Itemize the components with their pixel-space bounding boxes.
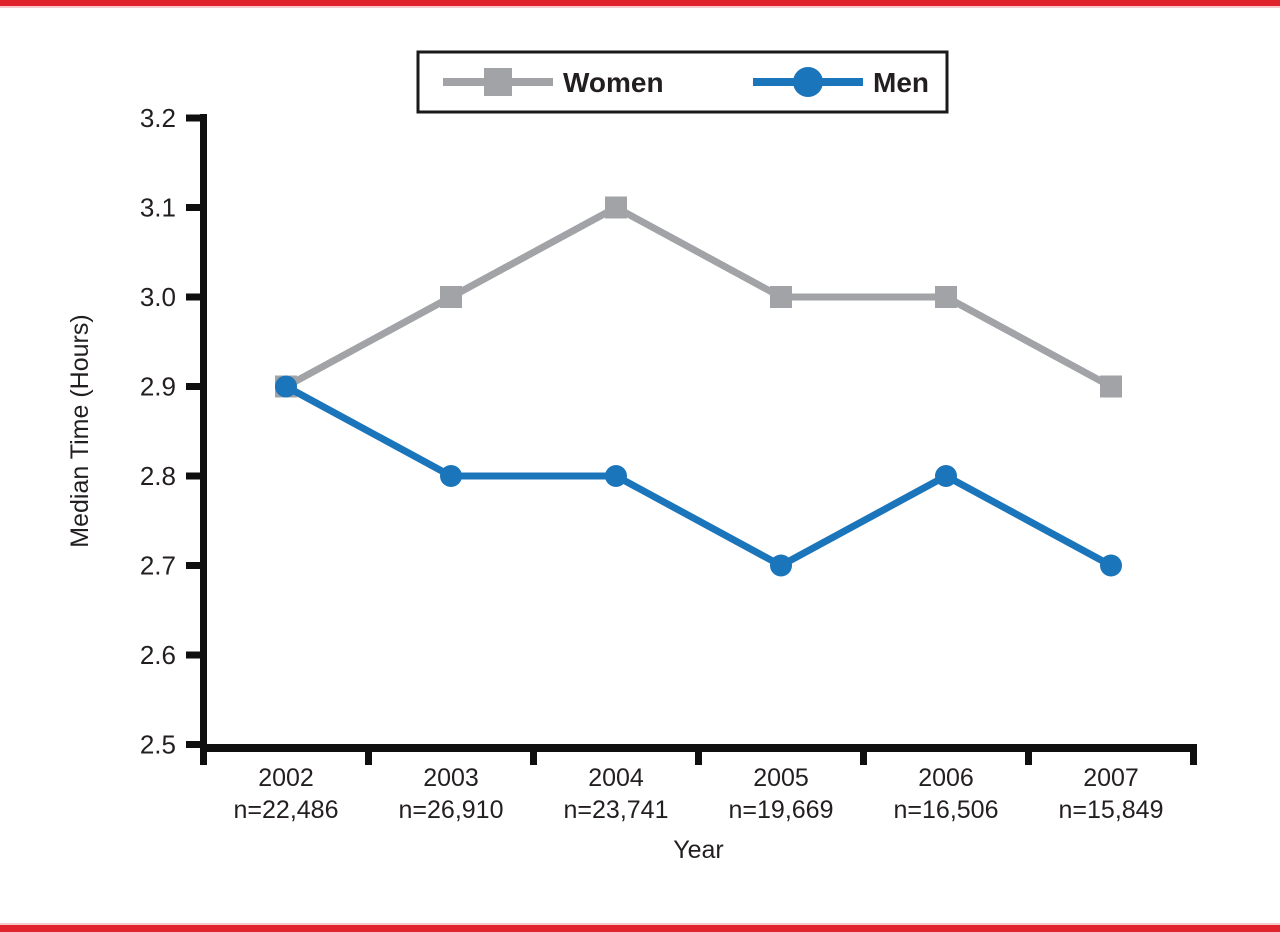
y-tick: [186, 741, 203, 748]
men-marker: [770, 554, 792, 577]
x-tick: [860, 744, 867, 765]
y-tick-label: 2.5: [140, 730, 176, 760]
x-sample-size-label: n=26,910: [399, 796, 504, 824]
y-tick: [186, 114, 203, 122]
bottom-red-bar: [0, 923, 1280, 932]
x-tick-label: 2004: [588, 764, 644, 792]
y-tick-label: 3.1: [140, 193, 176, 223]
y-tick-label: 2.9: [140, 372, 176, 402]
legend-label: Women: [563, 67, 664, 98]
x-sample-size-label: n=22,486: [234, 796, 339, 824]
men-marker: [440, 465, 462, 487]
x-tick-label: 2003: [423, 764, 479, 792]
women-marker: [770, 286, 792, 308]
y-tick-label: 2.6: [140, 640, 176, 670]
men-marker: [935, 465, 957, 487]
women-marker: [1100, 375, 1122, 398]
x-tick-label: 2007: [1083, 764, 1139, 792]
men-line: [284, 383, 1113, 570]
men-marker: [605, 465, 627, 487]
x-sample-size-label: n=15,849: [1059, 796, 1164, 824]
women-marker: [440, 286, 462, 308]
legend-circle-marker-icon: [793, 67, 823, 97]
y-tick-label: 3.2: [140, 103, 176, 133]
x-tick: [1025, 744, 1032, 765]
y-tick-label: 2.7: [140, 551, 176, 581]
x-tick: [1190, 744, 1197, 765]
x-tick-label: 2006: [918, 764, 974, 792]
x-sample-size-label: n=16,506: [894, 796, 999, 824]
y-tick: [186, 204, 203, 211]
x-tick-label: 2005: [753, 764, 809, 792]
y-tick: [186, 651, 203, 659]
y-axis-title: Median Time (Hours): [66, 314, 94, 547]
x-tick-label: 2002: [258, 764, 314, 792]
x-tick: [695, 744, 702, 765]
x-tick: [530, 744, 537, 765]
top-red-bar: [0, 0, 1280, 8]
y-tick: [186, 383, 203, 390]
women-line: [284, 203, 1113, 390]
men-marker: [275, 375, 297, 398]
y-tick: [186, 562, 203, 569]
x-axis-title: Year: [673, 836, 724, 864]
x-sample-size-label: n=19,669: [729, 796, 834, 824]
y-tick-label: 2.8: [140, 461, 176, 491]
women-marker: [935, 286, 957, 308]
y-tick-label: 3.0: [140, 282, 176, 312]
x-tick: [365, 744, 372, 765]
legend-label: Men: [873, 67, 929, 98]
women-marker: [605, 196, 627, 219]
x-sample-size-label: n=23,741: [564, 796, 669, 824]
legend-square-marker-icon: [484, 68, 512, 96]
y-tick: [186, 472, 203, 480]
men-marker: [1100, 554, 1122, 577]
y-tick: [186, 293, 203, 301]
y-axis-line: [200, 114, 207, 752]
x-tick: [200, 744, 207, 765]
